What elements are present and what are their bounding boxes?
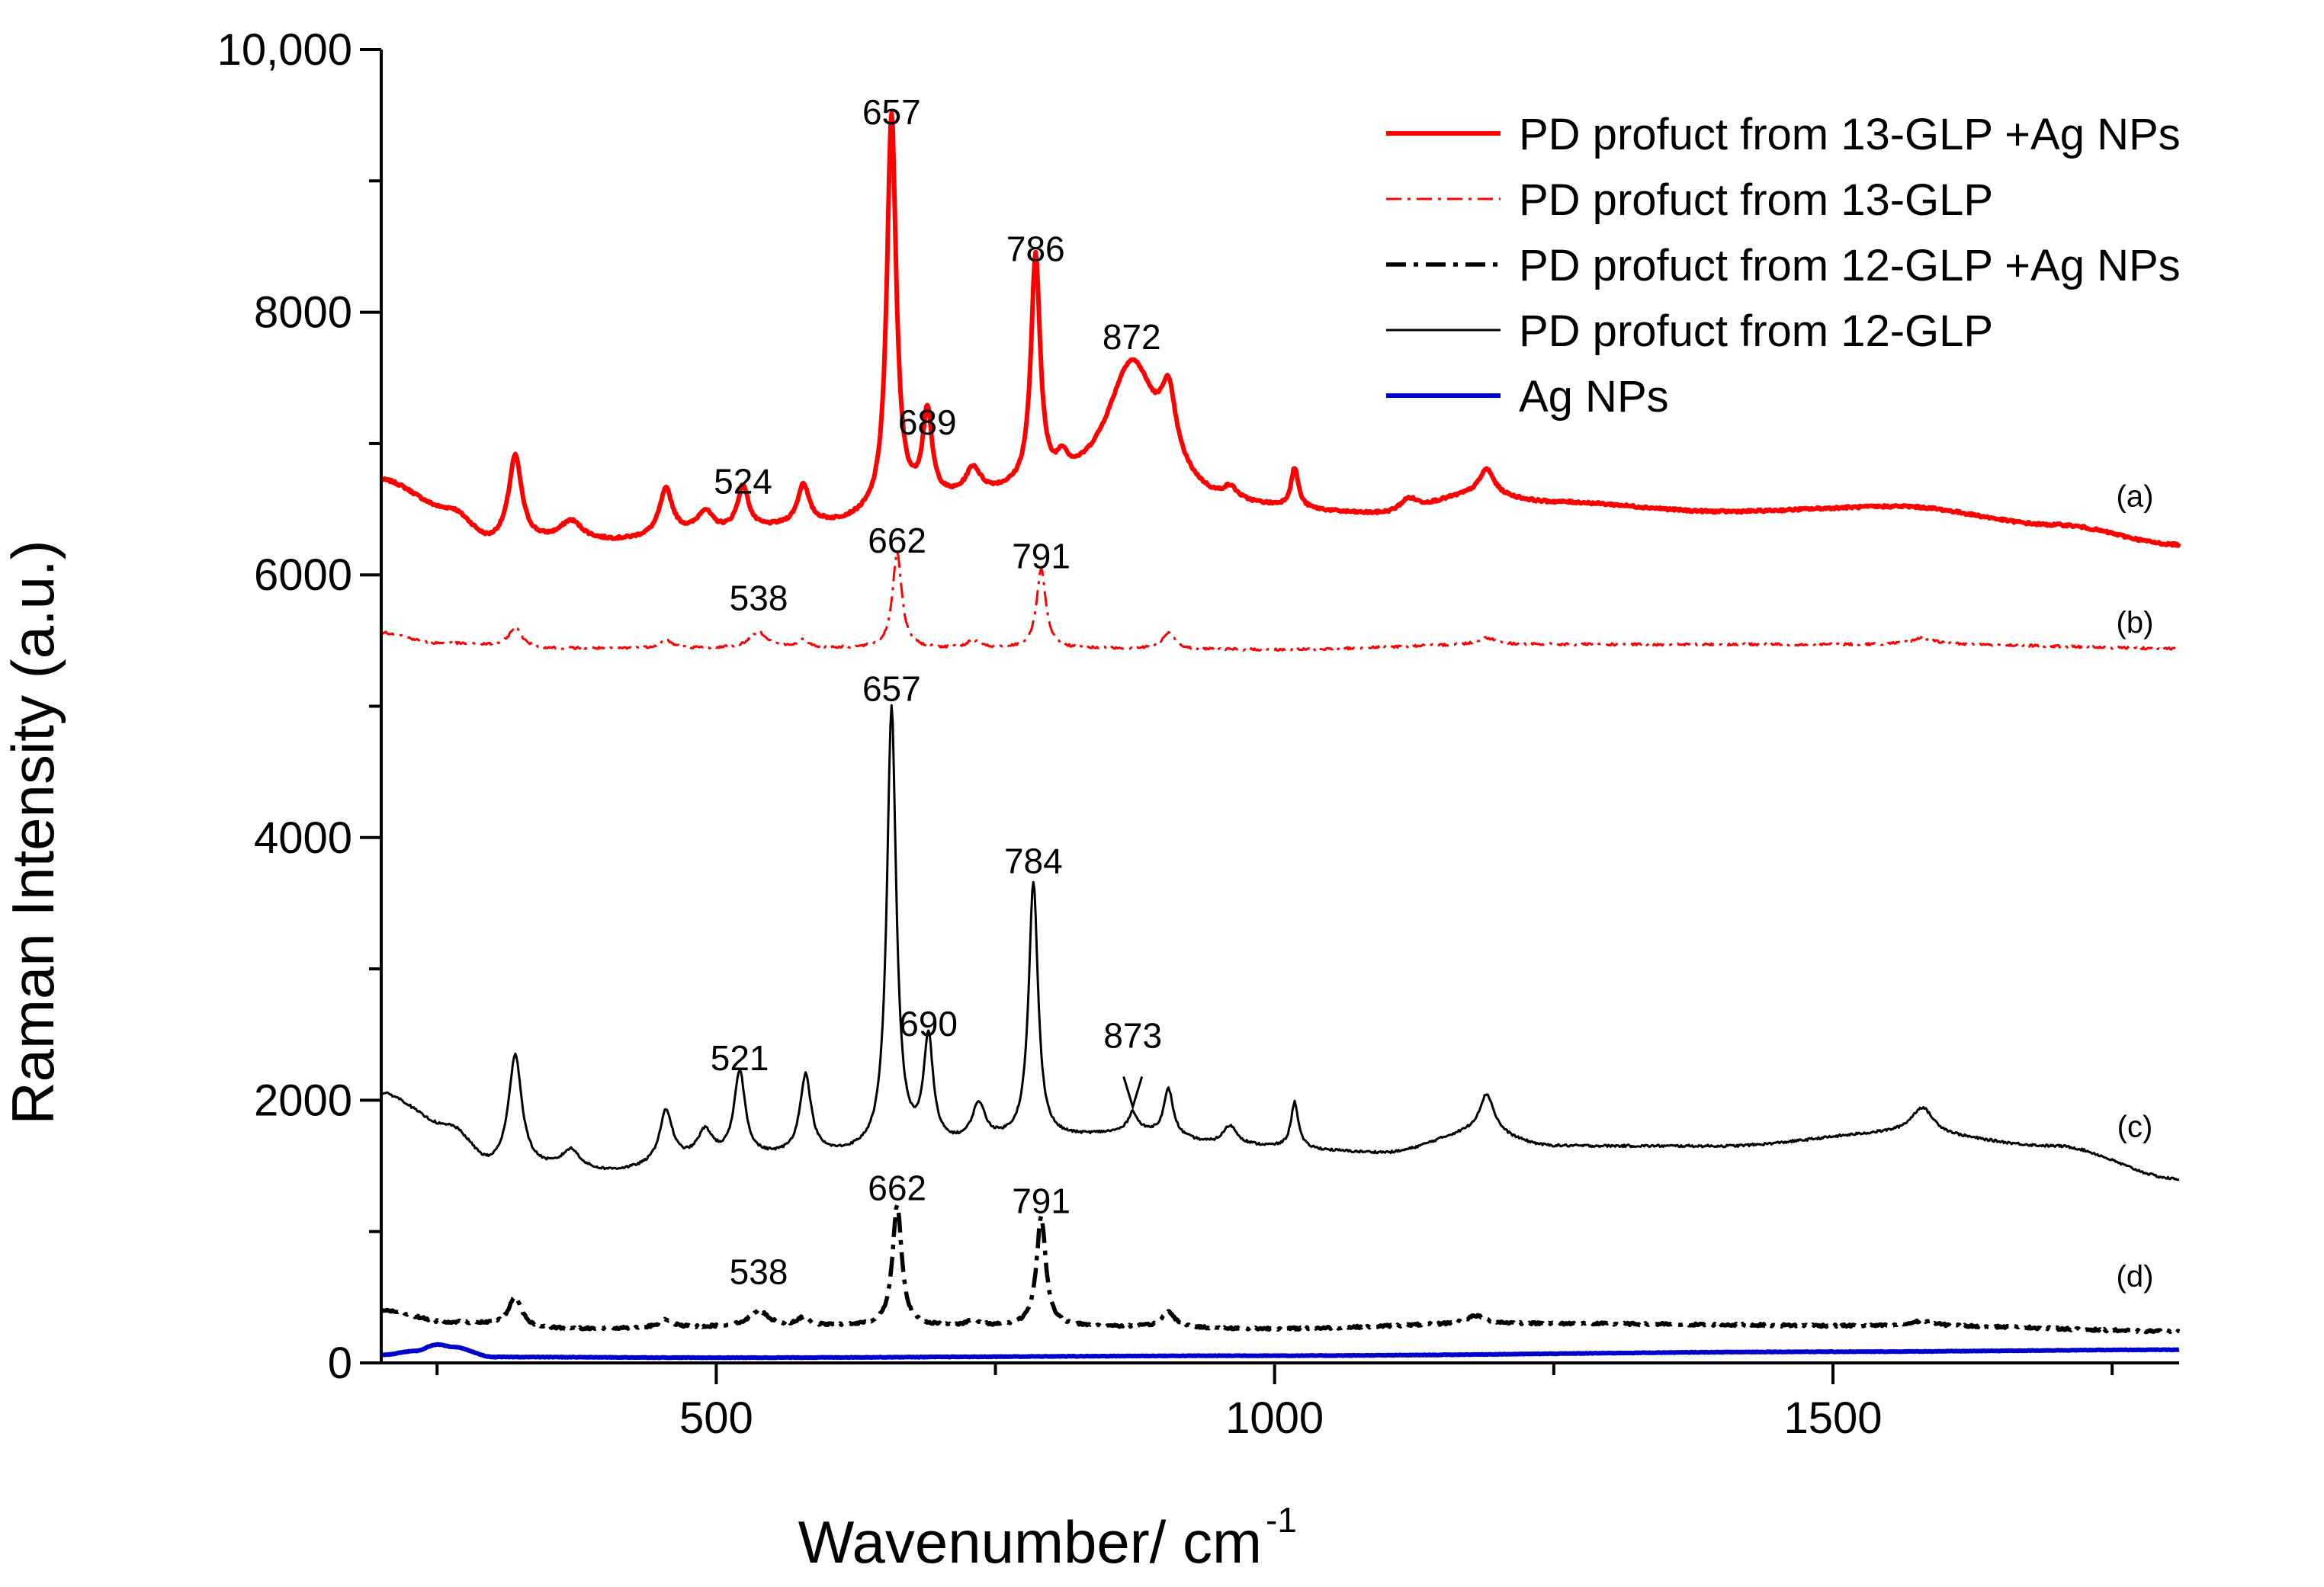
peak-label: 786 bbox=[1006, 229, 1065, 268]
y-tick-label: 4000 bbox=[254, 813, 352, 863]
peak-arrow-873 bbox=[1122, 1076, 1144, 1111]
series-line-2 bbox=[380, 550, 2179, 652]
trace-tag: (c) bbox=[2117, 1111, 2153, 1144]
x-tick-label: 1000 bbox=[1225, 1393, 1324, 1443]
x-axis-ticks: 500 1000 1500 bbox=[435, 1363, 2114, 1443]
peak-label: 873 bbox=[1103, 1015, 1162, 1055]
y-tick-label: 8000 bbox=[254, 288, 352, 338]
peak-label: 791 bbox=[1012, 537, 1071, 576]
legend-label: PD profuct from 13-GLP bbox=[1519, 175, 1993, 225]
series-line-1 bbox=[380, 111, 2181, 548]
x-axis-title-superscript: -1 bbox=[1266, 1500, 1297, 1540]
series-line-5 bbox=[380, 1342, 2181, 1361]
y-tick-label: 10,000 bbox=[217, 25, 352, 75]
peak-annotations: 524 657 689 786 872 538 662 791 538 662 791 521 657 6… bbox=[711, 92, 1162, 1291]
legend-label: PD profuct from 12-GLP +Ag NPs bbox=[1519, 241, 2181, 290]
legend-label: Ag NPs bbox=[1519, 372, 1669, 422]
peak-label: 872 bbox=[1103, 317, 1161, 357]
peak-label: 538 bbox=[730, 579, 788, 618]
trace-tag: (d) bbox=[2117, 1260, 2154, 1294]
peak-label: 689 bbox=[898, 402, 957, 442]
peak-label: 690 bbox=[899, 1004, 958, 1044]
peak-label: 784 bbox=[1004, 841, 1063, 880]
peak-label: 657 bbox=[862, 92, 921, 132]
x-tick-label: 1500 bbox=[1783, 1393, 1882, 1443]
peak-label: 524 bbox=[714, 461, 772, 501]
y-tick-label: 6000 bbox=[254, 550, 352, 600]
peak-label: 657 bbox=[862, 669, 921, 709]
y-axis-title: Raman Intensity (a.u.) bbox=[0, 540, 66, 1124]
legend: PD profuct from 13-GLP +Ag NPs PD profuct… bbox=[1386, 110, 2181, 422]
x-tick-label: 500 bbox=[679, 1393, 753, 1443]
trace-tag: (b) bbox=[2117, 606, 2154, 640]
peak-label: 662 bbox=[868, 521, 926, 560]
series-line-3 bbox=[379, 1203, 2181, 1335]
peak-label: 662 bbox=[868, 1168, 926, 1207]
trace-tag: (a) bbox=[2117, 480, 2154, 514]
y-tick-label: 2000 bbox=[254, 1076, 352, 1125]
peak-label: 791 bbox=[1012, 1181, 1071, 1221]
trace-tags: (a) (b) (d) (c) bbox=[2117, 480, 2154, 1294]
x-axis-title: Wavenumber/ cm bbox=[798, 1508, 1262, 1576]
peak-label: 521 bbox=[711, 1038, 769, 1078]
legend-label: PD profuct from 13-GLP +Ag NPs bbox=[1519, 110, 2181, 159]
peak-label: 538 bbox=[730, 1252, 788, 1292]
legend-label: PD profuct from 12-GLP bbox=[1519, 306, 1993, 356]
y-axis-ticks: 0 2000 4000 6000 8000 10,000 bbox=[217, 25, 381, 1388]
series-line-4 bbox=[380, 704, 2180, 1181]
y-tick-label: 0 bbox=[328, 1339, 352, 1388]
plot-series-group bbox=[379, 111, 2181, 1361]
